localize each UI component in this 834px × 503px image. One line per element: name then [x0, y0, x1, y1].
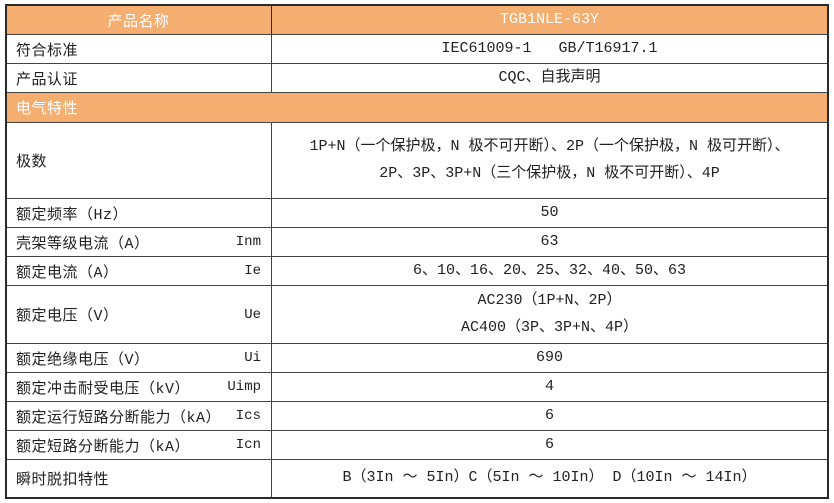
row-label-cell: 额定短路分断能力（kA） Icn	[7, 431, 272, 459]
row-label-cell: 符合标准	[7, 35, 272, 63]
row-value: 6、10、16、20、25、32、40、50、63	[412, 261, 687, 279]
row-value: 50	[540, 203, 559, 221]
table-row-service-breaking-capacity: 额定运行短路分断能力（kA） Ics 6	[7, 402, 827, 431]
row-label: 额定冲击耐受电压（kV）	[16, 380, 191, 398]
row-value-cell: 50	[272, 199, 827, 227]
row-value-line1: 1P+N（一个保护极，N 极不可开断）、2P（一个保护极，N 极可开断）、	[309, 138, 790, 156]
row-value-cell: 690	[272, 344, 827, 372]
section-header-electrical: 电气特性	[7, 93, 827, 123]
row-value-line2: 2P、3P、3P+N（三个保护极，N 极不可开断）、4P	[379, 164, 720, 182]
row-symbol: Ue	[244, 306, 261, 323]
row-label-cell: 极数	[7, 123, 272, 198]
row-label-cell: 额定绝缘电压（V） Ui	[7, 344, 272, 372]
row-value: 690	[535, 348, 563, 366]
row-label-cell: 额定冲击耐受电压（kV） Uimp	[7, 373, 272, 401]
table-row-insulation-voltage: 额定绝缘电压（V） Ui 690	[7, 344, 827, 373]
table-row-certification: 产品认证 CQC、自我声明	[7, 64, 827, 93]
row-value: 4	[544, 377, 554, 395]
row-symbol: Uimp	[227, 379, 261, 395]
row-label: 额定电压（V）	[16, 308, 119, 325]
row-label: 额定运行短路分断能力（kA）	[16, 409, 222, 427]
table-row-rated-current: 额定电流（A） Ie 6、10、16、20、25、32、40、50、63	[7, 257, 827, 286]
row-value-cell: 1P+N（一个保护极，N 极不可开断）、2P（一个保护极，N 极可开断）、 2P…	[272, 123, 827, 198]
product-name-header-cell: 产品名称	[7, 6, 272, 34]
section-header-label: 电气特性	[16, 101, 79, 118]
row-label-cell: 额定电压（V） Ue	[7, 286, 272, 343]
row-value-cell: CQC、自我声明	[272, 64, 827, 92]
row-label-cell: 瞬时脱扣特性	[7, 460, 272, 497]
row-label: 产品认证	[16, 71, 79, 89]
table-row-standards: 符合标准 IEC61009-1 GB/T16917.1	[7, 35, 827, 64]
product-name-row: 产品名称 TGB1NLE-63Y	[7, 6, 827, 35]
table-row-impulse-voltage: 额定冲击耐受电压（kV） Uimp 4	[7, 373, 827, 402]
row-value: 63	[540, 232, 559, 250]
row-symbol: Icn	[235, 437, 261, 453]
row-label: 额定绝缘电压（V）	[16, 351, 150, 369]
row-label: 符合标准	[16, 42, 79, 60]
row-symbol: Ui	[244, 350, 261, 366]
row-label: 壳架等级电流（A）	[16, 235, 150, 253]
table-row-tripping-characteristic: 瞬时脱扣特性 B（3In ～ 5In）C（5In ～ 10In） D（10In …	[7, 460, 827, 497]
product-name-value-cell: TGB1NLE-63Y	[272, 6, 827, 34]
row-label-cell: 额定频率（Hz）	[7, 199, 272, 227]
row-label-cell: 产品认证	[7, 64, 272, 92]
table-row-poles: 极数 1P+N（一个保护极，N 极不可开断）、2P（一个保护极，N 极可开断）、…	[7, 123, 827, 199]
row-label-cell: 额定运行短路分断能力（kA） Ics	[7, 402, 272, 430]
row-value-line2: AC400（3P、3P+N、4P）	[460, 318, 639, 336]
row-symbol: Ie	[244, 263, 261, 279]
row-value-line1: AC230（1P+N、2P）	[477, 292, 622, 310]
row-value-cell: IEC61009-1 GB/T16917.1	[272, 35, 827, 63]
table-row-rated-voltage: 额定电压（V） Ue AC230（1P+N、2P） AC400（3P、3P+N、…	[7, 286, 827, 344]
table-row-rated-frequency: 额定频率（Hz） 50	[7, 199, 827, 228]
row-value: IEC61009-1 GB/T16917.1	[441, 39, 658, 57]
row-value-cell: AC230（1P+N、2P） AC400（3P、3P+N、4P）	[272, 286, 827, 343]
table-row-frame-current: 壳架等级电流（A） Inm 63	[7, 228, 827, 257]
table-row-breaking-capacity: 额定短路分断能力（kA） Icn 6	[7, 431, 827, 460]
row-label: 极数	[16, 154, 48, 171]
product-spec-table: 产品名称 TGB1NLE-63Y 符合标准 IEC61009-1 GB/T169…	[5, 4, 829, 499]
row-value-cell: 6、10、16、20、25、32、40、50、63	[272, 257, 827, 285]
row-value: B（3In ～ 5In）C（5In ～ 10In） D（10In ～ 14In）	[342, 469, 757, 487]
row-value-cell: 4	[272, 373, 827, 401]
row-value: 6	[544, 406, 554, 424]
row-label: 瞬时脱扣特性	[16, 472, 110, 489]
product-name-label: 产品名称	[107, 13, 170, 31]
row-symbol: Ics	[235, 408, 261, 424]
row-label: 额定电流（A）	[16, 264, 119, 282]
row-value-cell: B（3In ～ 5In）C（5In ～ 10In） D（10In ～ 14In）	[272, 460, 827, 497]
row-value-cell: 6	[272, 431, 827, 459]
product-name-value: TGB1NLE-63Y	[499, 10, 600, 28]
row-value: 6	[544, 435, 554, 453]
row-label-cell: 额定电流（A） Ie	[7, 257, 272, 285]
row-symbol: Inm	[235, 234, 261, 250]
row-label: 额定频率（Hz）	[16, 206, 129, 224]
row-value-cell: 63	[272, 228, 827, 256]
row-value: CQC、自我声明	[498, 68, 601, 86]
row-label-cell: 壳架等级电流（A） Inm	[7, 228, 272, 256]
row-label: 额定短路分断能力（kA）	[16, 438, 191, 456]
row-value-cell: 6	[272, 402, 827, 430]
